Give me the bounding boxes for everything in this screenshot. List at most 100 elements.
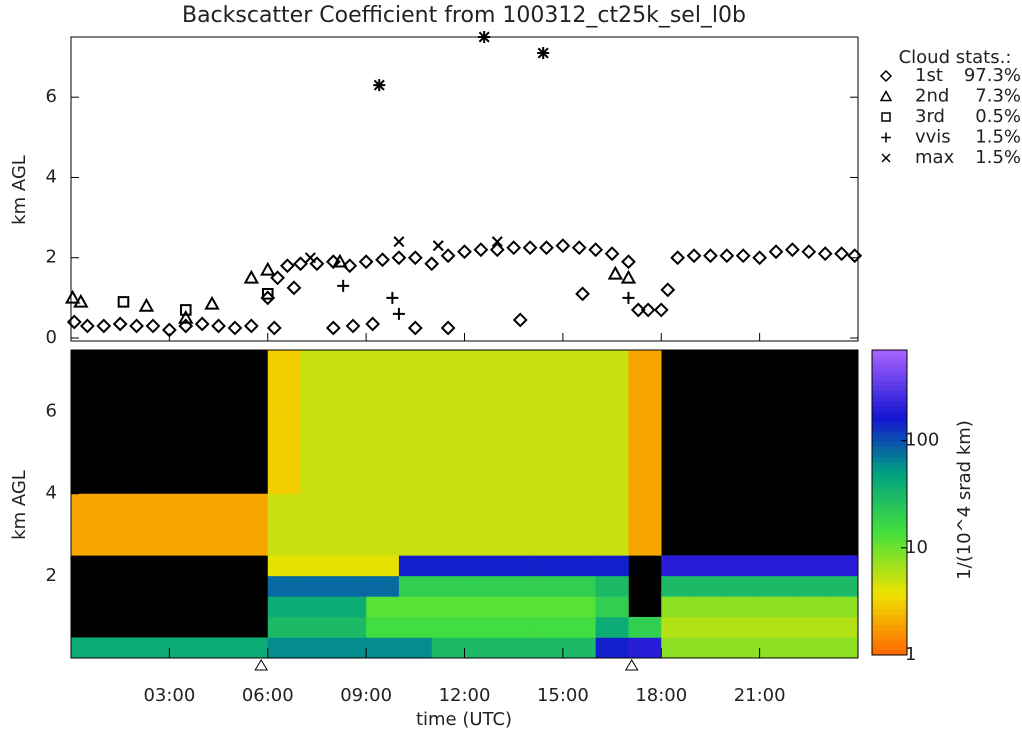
- legend-name: 3rd: [915, 106, 945, 127]
- colorbar-swatch: [872, 497, 907, 503]
- colorbar-swatch: [872, 588, 907, 595]
- data-point: [304, 252, 316, 264]
- heatmap-cell: [267, 350, 301, 412]
- colorbar-tick-label: 1: [905, 644, 916, 665]
- heatmap-cell: [103, 637, 137, 659]
- heatmap-cell: [398, 350, 433, 412]
- colorbar-swatch: [872, 385, 907, 392]
- colorbar-swatch: [872, 461, 907, 468]
- heatmap-cell: [300, 596, 334, 618]
- heatmap-cell: [169, 637, 203, 659]
- x-tick-label: 21:00: [734, 685, 786, 706]
- heatmap-cell: [136, 637, 170, 659]
- colorbar-label: 1/(10^4 srad km): [954, 420, 975, 580]
- heatmap-cell: [267, 637, 301, 659]
- heatmap-cell: [366, 637, 400, 659]
- y-axis-label: km AGL: [9, 155, 30, 225]
- colorbar-swatch: [872, 375, 907, 381]
- heatmap-cell: [267, 575, 301, 597]
- heatmap-cell: [792, 616, 826, 638]
- heatmap-cell: [792, 575, 826, 597]
- colorbar-swatch: [872, 558, 907, 564]
- colorbar-swatch: [872, 492, 907, 498]
- heatmap-cell: [300, 493, 334, 556]
- heatmap-cell: [792, 596, 826, 618]
- y-axis-label: km AGL: [9, 470, 30, 540]
- data-point: [161, 322, 177, 338]
- heatmap-cell: [694, 616, 728, 638]
- heatmap-cell: [431, 555, 465, 577]
- colorbar-swatch: [872, 578, 907, 585]
- colorbar-swatch: [872, 649, 907, 656]
- heatmap-cell: [595, 596, 629, 618]
- heatmap-cell: [759, 637, 793, 659]
- x-tick-label: 03:00: [143, 685, 195, 706]
- heatmap-cell: [562, 411, 596, 495]
- data-point: [621, 254, 636, 270]
- data-point: [407, 320, 423, 336]
- colorbar-swatch: [872, 619, 907, 625]
- colorbar-swatch: [872, 441, 907, 448]
- data-point: [607, 265, 624, 280]
- legend-title: Cloud stats.:: [899, 47, 1012, 68]
- data-point: [337, 279, 350, 292]
- colorbar-swatch: [872, 400, 907, 407]
- heatmap-cell: [300, 616, 334, 638]
- heatmap-cell: [530, 575, 564, 597]
- y-tick-label: 4: [46, 483, 57, 504]
- heatmap-cell: [398, 411, 433, 495]
- heatmap-cell: [431, 596, 465, 618]
- data-point: [537, 47, 549, 59]
- data-point: [555, 238, 571, 254]
- colorbar-swatch: [872, 370, 907, 376]
- y-tick-label: 2: [46, 565, 57, 586]
- top-frame: [70, 36, 859, 342]
- legend-share: 7.3%: [975, 86, 1021, 107]
- heatmap-cell: [530, 350, 564, 412]
- data-point: [660, 282, 676, 298]
- colorbar-swatch: [872, 543, 907, 549]
- colorbar-swatch: [872, 609, 907, 615]
- data-point: [719, 248, 735, 264]
- heatmap-cell: [267, 555, 301, 577]
- heatmap-cell: [300, 350, 334, 412]
- colorbar-swatch: [872, 390, 907, 397]
- data-point: [440, 320, 456, 336]
- legend-name: max: [915, 147, 955, 168]
- data-point: [373, 79, 385, 91]
- data-point: [358, 254, 374, 270]
- heatmap-cell: [234, 493, 269, 556]
- heatmap-cell: [595, 411, 629, 495]
- heatmap-cell: [333, 637, 367, 659]
- data-point: [375, 252, 390, 268]
- heatmap-cell: [595, 350, 629, 412]
- y-tick-label: 6: [46, 401, 57, 422]
- data-point: [622, 291, 635, 304]
- heatmap-cell: [464, 350, 498, 412]
- data-point: [489, 242, 505, 258]
- heatmap-cell: [628, 493, 662, 556]
- colorbar-tick-label: 100: [905, 430, 939, 451]
- colorbar-swatch: [872, 416, 907, 422]
- x-tick-label: 15:00: [537, 685, 589, 706]
- heatmap-cell: [726, 575, 760, 597]
- heatmap-cell: [366, 493, 400, 556]
- x-axis-label: time (UTC): [416, 709, 512, 730]
- heatmap-cell: [366, 411, 400, 495]
- heatmap-cell: [497, 493, 531, 556]
- legend-symbol: [881, 132, 891, 143]
- data-point: [391, 250, 407, 266]
- heatmap-cell: [300, 637, 334, 659]
- heatmap-cell: [792, 555, 826, 577]
- heatmap-cell: [431, 493, 465, 556]
- colorbar-swatch: [872, 421, 907, 427]
- colorbar-swatch: [872, 533, 907, 539]
- data-point: [588, 242, 604, 258]
- heatmap-cell: [202, 493, 236, 556]
- legend-share: 1.5%: [975, 147, 1021, 168]
- heatmap-cell: [464, 575, 498, 597]
- heatmap-cell: [595, 616, 629, 638]
- heatmap-cell: [431, 350, 465, 412]
- heatmap-cell: [300, 555, 334, 577]
- heatmap-cell: [825, 596, 859, 618]
